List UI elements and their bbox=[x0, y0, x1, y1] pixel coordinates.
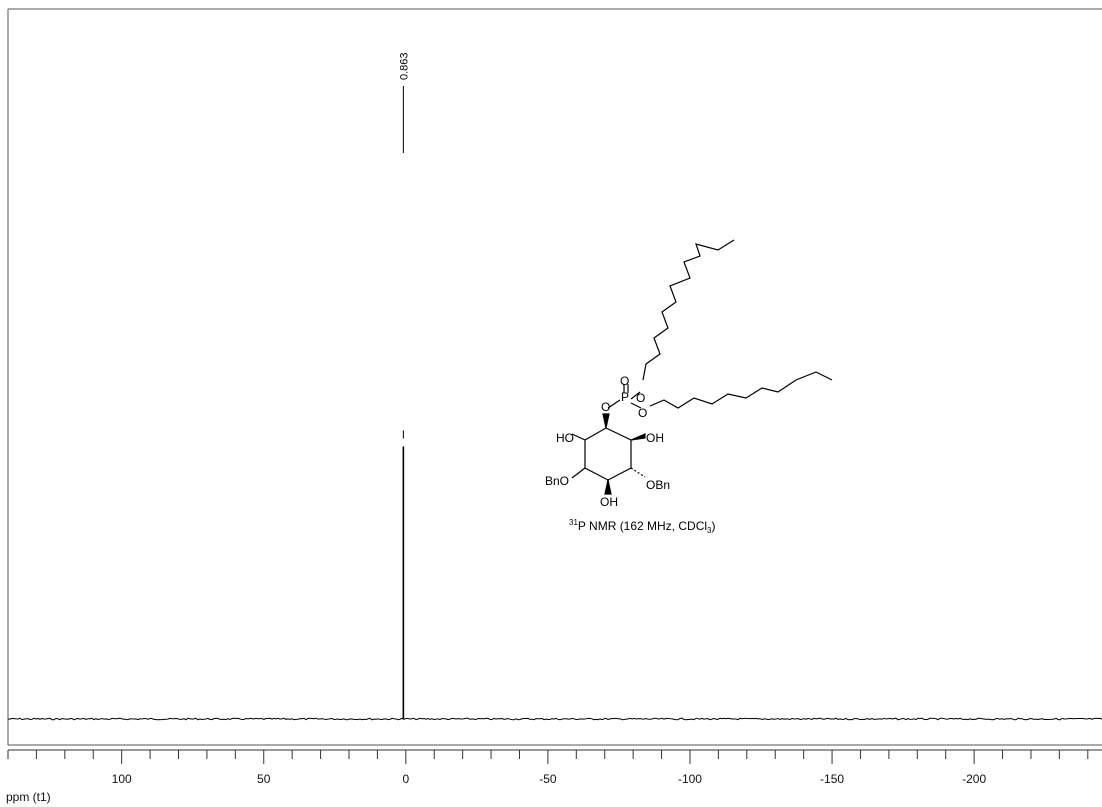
ring-substituent-bond bbox=[630, 467, 646, 478]
solvent-subscript: 3 bbox=[707, 526, 712, 535]
p-o-bond bbox=[630, 402, 642, 409]
experiment-caption-close: ) bbox=[712, 519, 716, 533]
x-tick-label: -50 bbox=[539, 772, 557, 786]
x-axis-label: ppm (t1) bbox=[6, 790, 51, 804]
atom-label-ho: HO bbox=[556, 431, 574, 445]
nucleus-mass-superscript: 31 bbox=[569, 518, 578, 527]
atom-label-bno: BnO bbox=[545, 474, 569, 488]
molecule-structure bbox=[571, 239, 833, 495]
wedge-bond bbox=[604, 479, 612, 495]
atom-label-oh-bottom: OH bbox=[600, 495, 618, 509]
x-tick-label: 100 bbox=[112, 772, 132, 786]
molecule-atom-labels: HO OH BnO OBn OH O P O O O bbox=[545, 374, 670, 509]
atom-label-o-link: O bbox=[601, 400, 610, 414]
atom-label-obn: OBn bbox=[646, 478, 670, 492]
x-axis-ticks: 100 50 0 -50 -100 -150 -200 bbox=[7, 750, 1089, 786]
atom-label-o-ester-2: O bbox=[638, 406, 647, 420]
alkyl-chain-2 bbox=[649, 371, 833, 409]
ring-bond bbox=[584, 427, 632, 481]
plot-frame bbox=[7, 8, 1102, 751]
x-tick-label: -150 bbox=[820, 772, 844, 786]
alkyl-chain-1 bbox=[642, 239, 735, 381]
peak-label-layer: 0.863 bbox=[398, 52, 410, 153]
spectrum-trace-layer bbox=[7, 430, 1102, 721]
wedge-bond bbox=[602, 413, 610, 429]
o-p-bond bbox=[607, 399, 621, 409]
atom-label-o-double: O bbox=[620, 374, 629, 388]
x-tick-label: -100 bbox=[678, 772, 702, 786]
ring-substituent-bond bbox=[571, 433, 586, 441]
atom-label-o-ester-1: O bbox=[636, 391, 645, 405]
wedge-bond bbox=[630, 433, 646, 441]
spectrum-baseline bbox=[7, 717, 1102, 721]
x-tick-label: 50 bbox=[257, 772, 271, 786]
x-tick-label: -200 bbox=[962, 772, 986, 786]
atom-label-p: P bbox=[621, 390, 629, 404]
experiment-caption: 31P NMR (162 MHz, CDCl3) bbox=[569, 518, 716, 535]
ring-substituent-bond bbox=[571, 467, 586, 479]
atom-label-oh: OH bbox=[646, 431, 664, 445]
p-o-bond bbox=[630, 391, 641, 400]
x-tick-label: 0 bbox=[402, 772, 409, 786]
peak-label: 0.863 bbox=[398, 52, 410, 80]
experiment-caption-text: P NMR (162 MHz, CDCl bbox=[578, 519, 707, 533]
